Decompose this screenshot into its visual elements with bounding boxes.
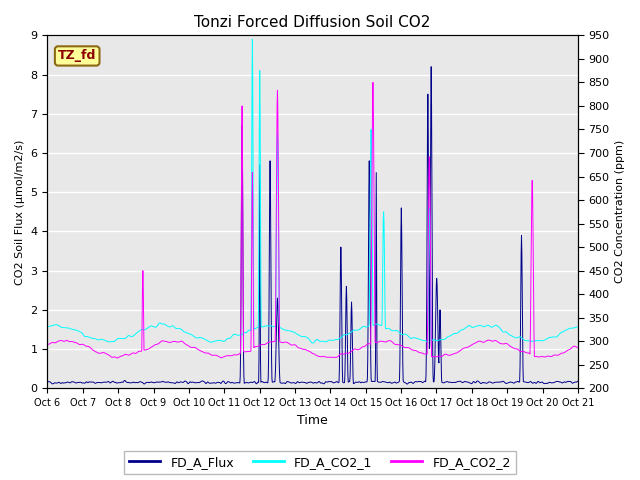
Legend: FD_A_Flux, FD_A_CO2_1, FD_A_CO2_2: FD_A_Flux, FD_A_CO2_1, FD_A_CO2_2 bbox=[124, 451, 516, 474]
Title: Tonzi Forced Diffusion Soil CO2: Tonzi Forced Diffusion Soil CO2 bbox=[195, 15, 431, 30]
Text: TZ_fd: TZ_fd bbox=[58, 49, 97, 62]
Y-axis label: CO2 Soil Flux (μmol/m2/s): CO2 Soil Flux (μmol/m2/s) bbox=[15, 139, 25, 285]
X-axis label: Time: Time bbox=[297, 414, 328, 427]
Y-axis label: CO2 Concentration (ppm): CO2 Concentration (ppm) bbox=[615, 140, 625, 284]
